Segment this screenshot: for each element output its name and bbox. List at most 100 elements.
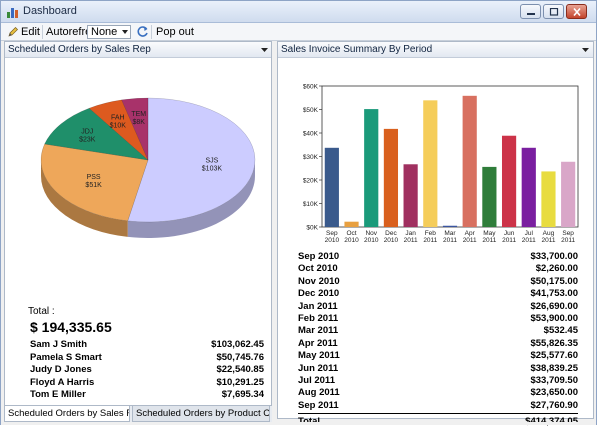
status-bar [1, 422, 596, 425]
tab-orders-by-sales-rep[interactable]: Scheduled Orders by Sales Rep [4, 406, 130, 422]
pie-slice-label: TEM [131, 111, 146, 118]
invoice-row: Sep 2010 $33,700.00 [298, 251, 578, 263]
autorefresh-value: None [91, 26, 118, 38]
invoice-period: Oct 2010 [298, 263, 338, 275]
x-tick-label: 2011 [522, 237, 536, 244]
tab-orders-by-product-class[interactable]: Scheduled Orders by Product Cla... [132, 406, 270, 422]
sales-rep-name: Pamela S Smart [30, 351, 102, 363]
pie-slice-value-label: $10K [110, 122, 127, 129]
invoice-row: Feb 2011 $53,900.00 [298, 313, 578, 325]
bar[interactable] [521, 147, 536, 227]
tab-strip: Scheduled Orders by Sales Rep Scheduled … [4, 405, 272, 422]
bar[interactable] [383, 128, 399, 227]
invoice-value: $55,826.35 [530, 337, 578, 349]
sales-rep-row: Tom E Miller $7,695.34 [30, 389, 264, 401]
bar[interactable] [442, 225, 458, 227]
invoice-period: Jul 2011 [298, 375, 335, 386]
bar[interactable] [324, 147, 339, 227]
invoice-row: Sep 2011 $27,760.90 [298, 400, 578, 412]
y-tick-label: $50K [303, 107, 319, 114]
edit-button[interactable]: Edit [21, 26, 40, 38]
pie-slice-jdj[interactable] [44, 107, 149, 161]
autorefresh-select[interactable]: None [87, 25, 131, 39]
invoice-period: Sep 2011 [298, 399, 339, 411]
sales-rep-row: Floyd A Harris $10,291.25 [30, 377, 264, 389]
pie-slice-side-pss [40, 160, 128, 237]
chevron-down-icon[interactable] [582, 48, 589, 52]
sales-rep-name: Floyd A Harris [30, 376, 95, 388]
y-tick-label: $60K [303, 84, 319, 91]
invoice-row: Jan 2011 $26,690.00 [298, 301, 578, 313]
x-tick-label: 2011 [404, 237, 418, 244]
minimize-icon [527, 13, 535, 15]
chevron-down-icon[interactable] [261, 48, 268, 52]
close-button[interactable] [566, 4, 587, 19]
toolbar-separator [151, 25, 152, 39]
minimize-button[interactable] [520, 4, 541, 19]
invoice-period: Jan 2011 [298, 300, 338, 312]
pencil-icon [8, 27, 18, 37]
x-tick-label: 2011 [423, 237, 437, 244]
x-tick-label: Jun [504, 230, 515, 237]
pie-slice-value-label: $51K [85, 182, 102, 189]
y-tick-label: $20K [303, 178, 319, 185]
pie-slice-fah[interactable] [88, 99, 149, 161]
bar[interactable] [541, 171, 556, 227]
pie-slice-value-label: $8K [132, 119, 145, 126]
y-tick-label: $40K [303, 131, 319, 138]
toolbar: Edit Autorefresh None Pop out [1, 23, 596, 41]
pie-slice-tem[interactable] [121, 97, 149, 161]
pie-slice-pss[interactable] [40, 143, 149, 222]
sales-rep-value: $50,745.76 [216, 351, 264, 363]
bar[interactable] [423, 100, 438, 227]
maximize-button[interactable] [543, 4, 564, 19]
pie-slice-label: SJS [205, 158, 218, 165]
bar[interactable] [462, 95, 477, 227]
invoice-row: Jun 2011 $38,839.25 [298, 363, 578, 375]
pie-chart: SJS$103K PSS$51K JDJ$23K FAH$10K TEM$8K [40, 97, 256, 238]
invoice-value: $23,650.00 [530, 387, 578, 399]
x-tick-label: Dec [385, 230, 397, 237]
pie-slice-label: FAH [111, 114, 125, 121]
invoice-period: Feb 2011 [298, 313, 339, 324]
bar[interactable] [344, 221, 359, 227]
pie-slice-sjs[interactable] [127, 97, 256, 223]
bar[interactable] [561, 161, 576, 227]
invoice-period: Sep 2010 [298, 251, 340, 262]
refresh-icon[interactable] [136, 25, 149, 38]
invoice-period: Jun 2011 [298, 362, 339, 374]
bar[interactable] [364, 109, 379, 227]
x-tick-label: 2010 [344, 237, 359, 244]
chart-icon [7, 8, 18, 18]
bar[interactable] [501, 135, 517, 227]
invoice-row: Oct 2010 $2,260.00 [298, 263, 578, 275]
x-tick-label: 2011 [561, 237, 575, 244]
x-tick-label: Apr [465, 230, 476, 237]
x-tick-label: Mar [444, 230, 456, 237]
x-tick-label: 2011 [541, 237, 555, 244]
pop-out-button[interactable]: Pop out [156, 26, 194, 38]
pie-slice-label: PSS [87, 174, 101, 181]
x-tick-label: 2010 [364, 237, 379, 244]
invoice-row: Apr 2011 $55,826.35 [298, 338, 578, 350]
y-tick-label: $30K [303, 154, 319, 161]
total-label: Total : [28, 306, 55, 317]
x-tick-label: Nov [365, 230, 377, 237]
pie-slice-side-sjs [127, 160, 255, 238]
bar[interactable] [482, 166, 497, 227]
x-tick-label: Sep [562, 230, 574, 237]
x-tick-label: 2010 [384, 237, 399, 244]
invoice-row: Nov 2010 $50,175.00 [298, 276, 578, 288]
x-tick-label: Aug [543, 230, 555, 237]
total-divider [298, 413, 578, 415]
invoice-total-label: Total [298, 416, 320, 427]
window-title: Dashboard [23, 5, 77, 17]
bar[interactable] [403, 164, 418, 227]
invoice-value: $38,839.25 [530, 362, 578, 374]
bar-chart: $0K$10K$20K$30K$40K$50K$60KSep2010Oct201… [303, 84, 579, 244]
pie-slice-value-label: $23K [79, 137, 96, 144]
panel-header: Sales Invoice Summary By Period [278, 42, 593, 58]
invoice-period: Mar 2011 [298, 325, 339, 337]
invoice-period: Nov 2010 [298, 275, 340, 287]
